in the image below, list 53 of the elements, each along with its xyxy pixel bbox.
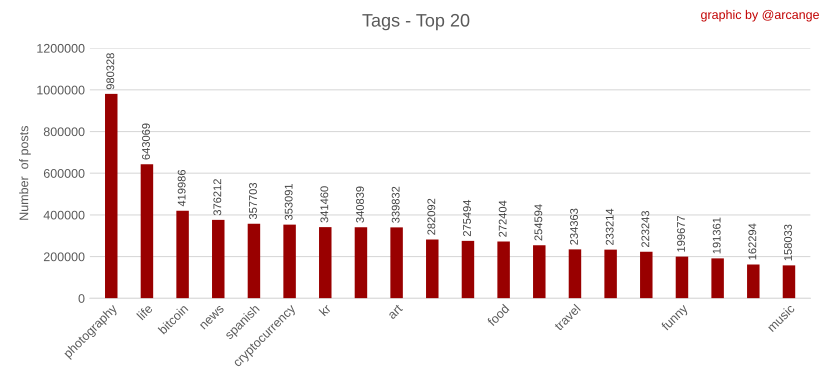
data-label: 339832 [392, 186, 400, 223]
text: graphic by @arcange [701, 10, 819, 22]
bar [711, 258, 724, 298]
data-label: 275494 [463, 200, 471, 236]
bar [676, 256, 688, 298]
data-label: 340839 [356, 186, 364, 223]
y-tick-label: 600000 [44, 169, 85, 178]
data-label: 341460 [320, 186, 328, 223]
data-label: 980328 [106, 53, 114, 90]
data-label: 223243 [641, 210, 650, 248]
data-label: 643069 [142, 124, 150, 160]
bar [782, 265, 796, 298]
bar [604, 250, 617, 298]
y-axis-title: Number of posts [19, 126, 31, 220]
data-label: 376212 [213, 179, 222, 216]
bar [283, 224, 296, 298]
chart-title: Tags - Top 20 [362, 14, 470, 30]
bar [105, 94, 118, 298]
bar [497, 241, 510, 298]
bar [319, 227, 332, 298]
y-tick-label: 200000 [44, 252, 85, 262]
data-label: 272404 [498, 200, 507, 237]
data-label: 419986 [178, 170, 186, 206]
x-tick-label: life [136, 304, 154, 320]
bar [426, 239, 439, 298]
y-tick-label: 1200000 [37, 44, 85, 53]
data-label: 191361 [712, 218, 721, 254]
x-tick-label: art [387, 304, 404, 320]
bar [462, 240, 474, 298]
y-tick-label: 800000 [44, 127, 85, 136]
bar [747, 264, 760, 298]
bar [248, 224, 260, 298]
bar [568, 249, 582, 298]
bar [533, 245, 546, 298]
bar [354, 227, 368, 298]
y-tick-label: 1000000 [37, 86, 85, 94]
bar [390, 227, 403, 298]
data-label: 282092 [427, 198, 436, 235]
data-label: 234363 [570, 208, 578, 245]
data-label: 199677 [677, 216, 685, 252]
data-label: 233214 [606, 208, 614, 245]
data-label: 353091 [284, 184, 293, 220]
x-tick-label: kr [318, 303, 332, 316]
bar [212, 220, 225, 298]
data-label: 158033 [784, 224, 792, 260]
data-label: 357703 [249, 182, 257, 220]
bar [140, 164, 154, 298]
y-tick-label: 0 [78, 294, 85, 303]
bar [176, 210, 189, 298]
bar [640, 252, 653, 298]
data-label: 162294 [748, 224, 756, 260]
data-label: 254594 [534, 204, 542, 240]
y-tick-label: 400000 [44, 210, 85, 220]
